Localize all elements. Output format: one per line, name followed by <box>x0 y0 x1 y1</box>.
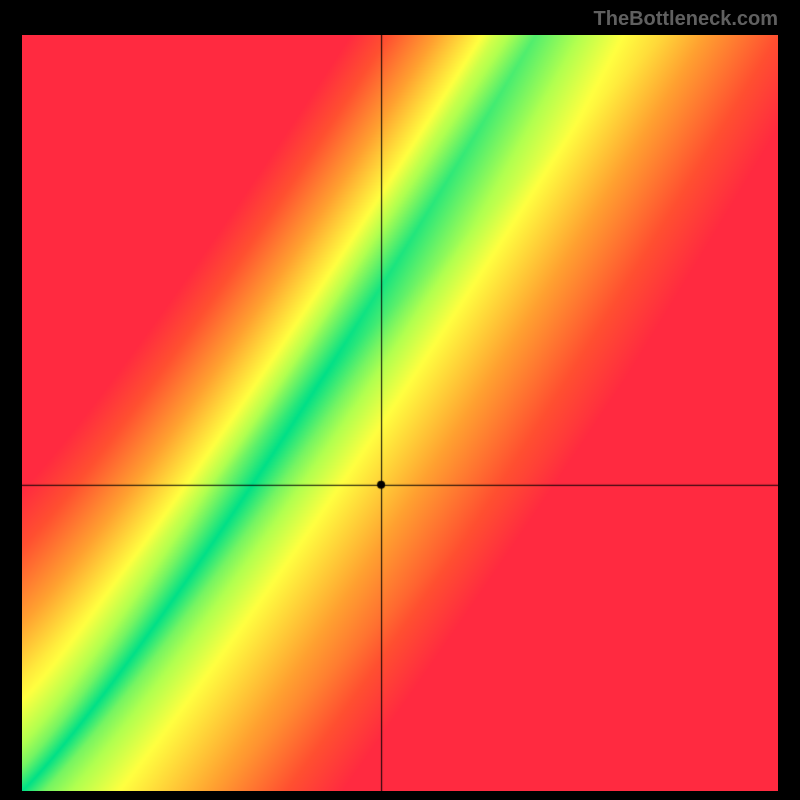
watermark-text: TheBottleneck.com <box>594 8 778 31</box>
bottleneck-heatmap <box>22 35 778 791</box>
